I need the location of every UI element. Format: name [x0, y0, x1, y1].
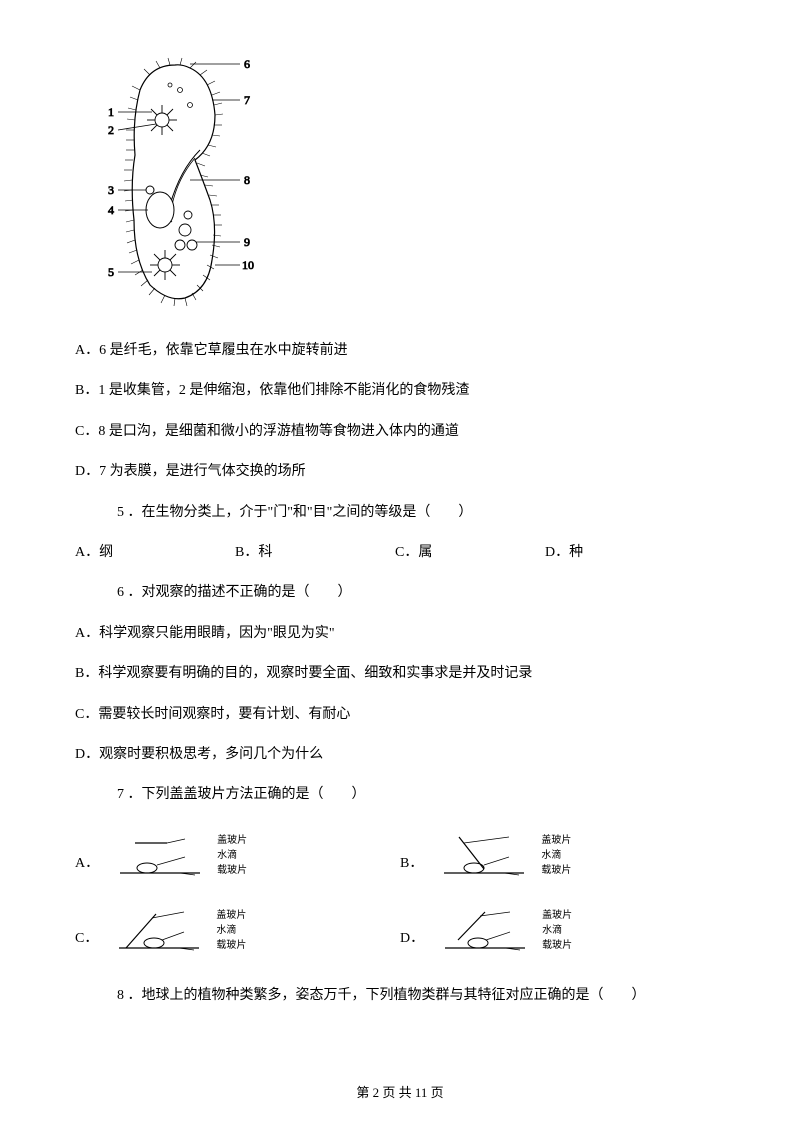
q8-stem: 8 ．地球上的植物种类繁多，姿态万千，下列植物类群与其特征对应正确的是（ ） — [75, 985, 725, 1007]
q5-stem: 5 ．在生物分类上，介于"门"和"目"之间的等级是（ ） — [75, 502, 725, 524]
q7-options: A． 盖玻片 水滴 载玻片 B． 盖玻片 水滴 载玻片 — [75, 825, 725, 975]
svg-text:9: 9 — [244, 235, 250, 249]
svg-text:5: 5 — [108, 265, 114, 279]
q4-option-c: C．8 是口沟，是细菌和微小的浮游植物等食物进入体内的通道 — [75, 421, 725, 443]
q5-option-b: B．科 — [235, 542, 395, 564]
svg-text:10: 10 — [242, 258, 254, 272]
q7-option-a: A． 盖玻片 水滴 载玻片 — [75, 825, 400, 880]
svg-text:1: 1 — [108, 105, 114, 119]
q5-option-d: D．种 — [545, 542, 695, 564]
q7-stem: 7 ．下列盖盖玻片方法正确的是（ ） — [75, 784, 725, 806]
q4-option-b: B．1 是收集管，2 是伸缩泡，依靠他们排除不能消化的食物残渣 — [75, 380, 725, 402]
svg-text:6: 6 — [244, 57, 250, 71]
q7-option-c: C． 盖玻片 水滴 载玻片 — [75, 900, 400, 955]
q5-option-a: A．纲 — [75, 542, 235, 564]
q6-option-c: C．需要较长时间观察时，要有计划、有耐心 — [75, 704, 725, 726]
svg-text:4: 4 — [108, 203, 114, 217]
q6-option-d: D．观察时要积极思考，多问几个为什么 — [75, 744, 725, 766]
q5-option-c: C．属 — [395, 542, 545, 564]
paramecium-diagram: 1 2 3 4 5 6 7 8 9 10 — [90, 50, 725, 310]
q5-options: A．纲 B．科 C．属 D．种 — [75, 542, 725, 564]
q7-option-d: D． 盖玻片 水滴 载玻片 — [400, 900, 725, 955]
q6-option-a: A．科学观察只能用眼睛，因为"眼见为实" — [75, 623, 725, 645]
svg-text:2: 2 — [108, 123, 114, 137]
svg-text:7: 7 — [244, 93, 250, 107]
svg-text:8: 8 — [244, 173, 250, 187]
q6-option-b: B．科学观察要有明确的目的，观察时要全面、细致和实事求是并及时记录 — [75, 663, 725, 685]
q6-stem: 6 ．对观察的描述不正确的是（ ） — [75, 582, 725, 604]
q7-option-b: B． 盖玻片 水滴 载玻片 — [400, 825, 725, 880]
q4-option-d: D．7 为表膜，是进行气体交换的场所 — [75, 461, 725, 483]
q4-option-a: A．6 是纤毛，依靠它草履虫在水中旋转前进 — [75, 340, 725, 362]
page-footer: 第 2 页 共 11 页 — [0, 1083, 800, 1104]
svg-text:3: 3 — [108, 183, 114, 197]
